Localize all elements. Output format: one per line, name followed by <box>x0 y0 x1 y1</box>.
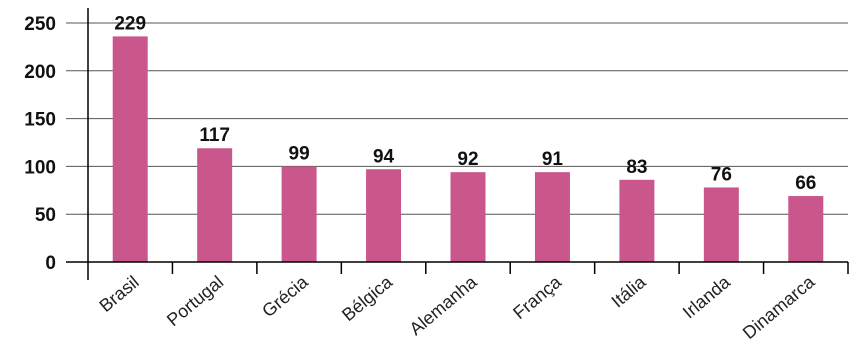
bar-irlanda <box>703 187 739 262</box>
data-label: 229 <box>114 13 146 34</box>
y-tick-label: 250 <box>24 14 56 35</box>
data-label: 94 <box>373 146 395 167</box>
x-tick-label: Dinamarca <box>739 271 819 343</box>
data-label: 83 <box>626 157 647 178</box>
bar-dinamarca <box>788 196 824 262</box>
data-label: 99 <box>289 143 310 164</box>
data-labels: 229 117 99 94 92 91 83 76 66 <box>114 13 816 194</box>
x-tick-label: Irlanda <box>679 271 735 322</box>
x-tick-label: Brasil <box>95 272 142 316</box>
data-label: 76 <box>711 164 732 185</box>
bar-portugal <box>197 148 233 262</box>
x-tick-label: Grécia <box>258 271 312 321</box>
bar-alemanha <box>450 172 486 262</box>
bars <box>112 36 824 262</box>
y-tick-label: 0 <box>45 253 56 274</box>
y-tick-label: 150 <box>24 110 56 131</box>
x-tick-label: França <box>509 271 566 323</box>
bar-brasil <box>112 36 148 262</box>
y-tick-labels: 0 50 100 150 200 250 <box>24 14 56 274</box>
y-tick-label: 200 <box>24 62 56 83</box>
data-label: 92 <box>457 149 478 170</box>
x-tick-labels: Brasil Portugal Grécia Bélgica Alemanha Franç… <box>95 271 819 343</box>
bar-frança <box>534 172 570 262</box>
bar-itália <box>619 179 655 262</box>
x-tick-label: Itália <box>607 271 650 311</box>
x-tick-label: Alemanha <box>406 271 482 339</box>
x-tick-label: Bélgica <box>338 271 397 325</box>
data-label: 117 <box>199 125 230 146</box>
y-tick-label: 100 <box>24 157 56 178</box>
data-label: 66 <box>795 173 816 194</box>
axes <box>66 8 849 280</box>
bar-grécia <box>281 166 317 262</box>
bar-bélgica <box>366 169 402 262</box>
x-tick-label: Portugal <box>163 272 227 330</box>
data-label: 91 <box>542 149 564 170</box>
y-tick-label: 50 <box>35 205 56 226</box>
